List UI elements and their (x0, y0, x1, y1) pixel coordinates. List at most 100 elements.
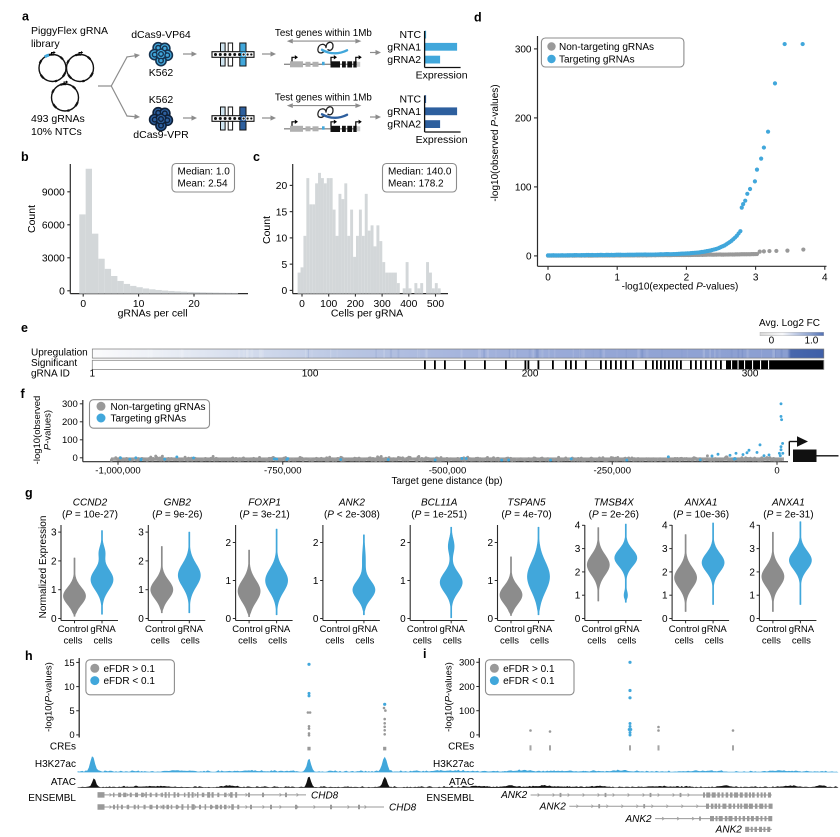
svg-text:(P = 4e-70): (P = 4e-70) (501, 510, 551, 521)
svg-text:2: 2 (575, 567, 581, 578)
svg-text:K562: K562 (149, 94, 174, 106)
svg-text:200: 200 (459, 682, 475, 693)
svg-text:(P = 2e-26): (P = 2e-26) (589, 510, 639, 521)
svg-text:BCL11A: BCL11A (421, 498, 458, 509)
svg-text:0: 0 (313, 614, 319, 625)
svg-text:300: 300 (742, 369, 759, 380)
svg-text:400: 400 (400, 299, 417, 310)
svg-text:ANK2: ANK2 (624, 814, 652, 825)
svg-text:4: 4 (575, 521, 581, 532)
svg-text:gRNA: gRNA (614, 624, 640, 635)
svg-text:library: library (31, 38, 60, 50)
svg-text:NTC: NTC (400, 29, 422, 41)
svg-text:0: 0 (487, 614, 493, 625)
svg-text:gRNA1: gRNA1 (387, 41, 421, 53)
svg-text:gRNA: gRNA (178, 624, 204, 635)
svg-text:3: 3 (753, 272, 759, 283)
svg-text:gRNA2: gRNA2 (387, 119, 421, 131)
svg-text:d: d (474, 11, 482, 25)
svg-text:CHD8: CHD8 (389, 802, 417, 813)
svg-text:10% NTCs: 10% NTCs (31, 126, 82, 138)
svg-text:Control: Control (756, 624, 787, 635)
svg-text:2: 2 (487, 538, 493, 549)
svg-text:0: 0 (545, 272, 551, 283)
svg-text:Cells per gRNA: Cells per gRNA (331, 308, 403, 320)
svg-text:300: 300 (374, 299, 391, 310)
svg-text:-1,000,000: -1,000,000 (95, 466, 140, 477)
svg-text:cells: cells (443, 636, 462, 647)
svg-text:CHD8: CHD8 (311, 790, 339, 801)
svg-text:-log10(expected P-values): -log10(expected P-values) (622, 282, 739, 293)
svg-text:Non-targeting gRNAs: Non-targeting gRNAs (111, 402, 206, 413)
svg-text:Control: Control (494, 624, 525, 635)
svg-text:h: h (25, 649, 33, 663)
svg-text:Control: Control (58, 624, 89, 635)
svg-text:eFDR > 0.1: eFDR > 0.1 (104, 664, 156, 675)
svg-text:c: c (253, 150, 260, 164)
svg-text:TMSB4X: TMSB4X (594, 498, 634, 509)
svg-text:6000: 6000 (42, 220, 65, 231)
svg-text:5: 5 (281, 260, 287, 271)
svg-text:0: 0 (69, 730, 74, 741)
svg-text:1: 1 (138, 585, 144, 596)
svg-text:CCND2: CCND2 (73, 498, 108, 509)
svg-text:Targeting gRNAs: Targeting gRNAs (559, 55, 635, 66)
svg-text:Control: Control (581, 624, 612, 635)
svg-text:NTC: NTC (400, 94, 422, 106)
svg-text:3000: 3000 (42, 253, 65, 264)
svg-text:Non-targeting gRNAs: Non-targeting gRNAs (559, 42, 654, 53)
svg-text:-500,000: -500,000 (429, 466, 467, 477)
svg-text:200: 200 (347, 299, 364, 310)
svg-text:20: 20 (276, 181, 288, 192)
svg-text:eFDR < 0.1: eFDR < 0.1 (503, 676, 555, 687)
svg-text:0: 0 (281, 286, 287, 297)
svg-text:Expression: Expression (416, 70, 468, 82)
svg-text:Median: 1.0: Median: 1.0 (178, 167, 231, 178)
svg-text:1: 1 (662, 591, 668, 602)
svg-text:gRNA2: gRNA2 (387, 54, 421, 66)
svg-text:H3K27ac: H3K27ac (433, 759, 474, 770)
svg-text:(P = 2e-31): (P = 2e-31) (763, 510, 813, 521)
svg-text:FOXP1: FOXP1 (248, 498, 281, 509)
svg-text:gRNA: gRNA (90, 624, 116, 635)
svg-text:2: 2 (662, 567, 668, 578)
svg-text:5: 5 (69, 706, 74, 717)
svg-text:gRNA: gRNA (265, 624, 291, 635)
svg-text:gRNA1: gRNA1 (387, 106, 421, 118)
svg-text:gRNA: gRNA (527, 624, 553, 635)
svg-text:0: 0 (662, 614, 668, 625)
svg-text:20: 20 (188, 299, 200, 310)
svg-text:0: 0 (51, 614, 57, 625)
svg-text:-750,000: -750,000 (264, 466, 302, 477)
svg-text:TSPAN5: TSPAN5 (507, 498, 546, 509)
svg-text:(P = 1e-251): (P = 1e-251) (411, 510, 467, 521)
svg-text:2: 2 (313, 538, 319, 549)
svg-text:ANK2: ANK2 (715, 825, 743, 836)
svg-text:500: 500 (427, 299, 444, 310)
svg-text:gRNA: gRNA (789, 624, 815, 635)
svg-text:-log10(P-values): -log10(P-values) (444, 662, 455, 732)
svg-text:9000: 9000 (42, 187, 65, 198)
svg-text:Control: Control (669, 624, 700, 635)
svg-text:Median: 140.0: Median: 140.0 (388, 167, 452, 178)
svg-text:1: 1 (90, 369, 96, 380)
svg-text:ANXA1: ANXA1 (771, 498, 805, 509)
svg-text:H3K27ac: H3K27ac (35, 759, 76, 770)
svg-text:100: 100 (62, 435, 78, 446)
svg-text:10: 10 (64, 682, 75, 693)
svg-text:-log10(observed: -log10(observed (32, 396, 43, 465)
svg-text:GNB2: GNB2 (164, 498, 192, 509)
svg-text:cells: cells (500, 636, 519, 647)
svg-text:e: e (21, 321, 28, 335)
svg-text:ATAC: ATAC (51, 777, 76, 788)
svg-text:2: 2 (684, 272, 690, 283)
svg-text:1: 1 (749, 591, 755, 602)
svg-text:100: 100 (320, 299, 337, 310)
svg-text:CREs: CREs (448, 741, 474, 752)
svg-text:200: 200 (62, 417, 78, 428)
svg-text:f: f (21, 387, 26, 401)
svg-text:dCas9-VP64: dCas9-VP64 (131, 29, 191, 41)
svg-text:Expression: Expression (416, 134, 468, 146)
svg-text:15: 15 (276, 207, 288, 218)
svg-text:Test genes within 1Mb: Test genes within 1Mb (275, 93, 372, 104)
